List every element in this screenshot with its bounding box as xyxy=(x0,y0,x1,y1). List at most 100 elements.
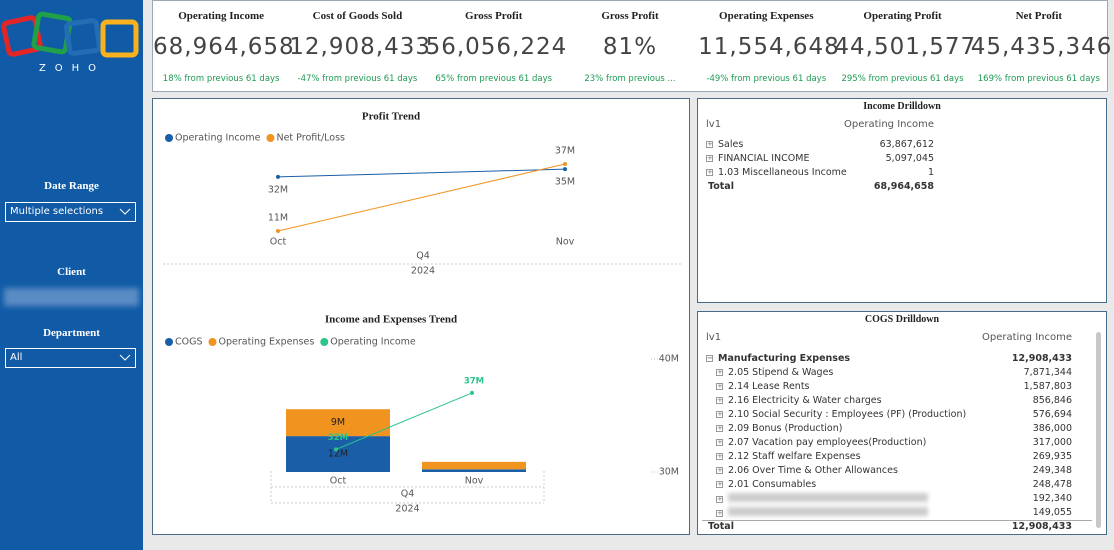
x-tick-label: Nov xyxy=(556,237,575,248)
expand-icon[interactable]: + xyxy=(706,168,713,176)
row-value: 1 xyxy=(927,167,934,178)
label: 2.16 Electricity & Water charges xyxy=(728,395,882,406)
row-value: 248,478 xyxy=(1032,479,1072,490)
label: Manufacturing Expenses xyxy=(718,353,851,364)
expand-icon[interactable]: + xyxy=(716,480,723,488)
kpi-change: 295% from previous 61 days xyxy=(841,74,964,84)
line xyxy=(277,163,566,232)
expand-icon[interactable]: + xyxy=(716,495,723,503)
row-label: + FINANCIAL INCOME xyxy=(706,153,809,164)
divider xyxy=(702,520,1092,521)
row-value: 7,871,344 xyxy=(1023,367,1072,378)
kpi-card: Operating Profit 44,501,577 295% from prev… xyxy=(834,1,975,91)
label: 2.07 Vacation pay employees(Production) xyxy=(728,437,927,448)
row-label: + Sales xyxy=(706,139,743,150)
blurred-label xyxy=(728,493,928,502)
row-label: +2.09 Bonus (Production) xyxy=(716,423,842,434)
kpi-value: 81% xyxy=(602,34,658,60)
kpi-value: 12,908,433 xyxy=(289,34,431,60)
row-label: +2.01 Consumables xyxy=(716,479,816,490)
expand-icon[interactable]: + xyxy=(716,368,723,376)
kpi-value: 56,056,224 xyxy=(425,34,568,60)
table-title: COGS Drilldown xyxy=(864,314,940,325)
label: 2.14 Lease Rents xyxy=(728,381,810,392)
legend-label: Net Profit/Loss xyxy=(276,133,345,144)
kpi-title: Net Profit xyxy=(1015,10,1063,22)
kpi-title: Operating Income xyxy=(178,10,265,22)
income-table: Income Drilldown lv1 Operating Income + Sale… xyxy=(697,98,1107,303)
row-label: + xyxy=(716,507,928,519)
chart-panel: Profit Trend Operating Income Net Profit/L… xyxy=(152,98,690,535)
kpi-change: 23% from previous ... xyxy=(584,74,676,84)
row-label: +1.03 Miscellaneous Income xyxy=(706,167,847,178)
expand-icon[interactable]: + xyxy=(706,154,713,162)
dropdown[interactable]: All xyxy=(5,348,136,368)
legend-marker xyxy=(320,338,329,346)
x-tick-label: Oct xyxy=(270,237,287,248)
bar xyxy=(422,461,526,470)
legend-marker xyxy=(266,134,275,142)
expand-icon[interactable]: + xyxy=(716,509,723,517)
row-value: 856,846 xyxy=(1032,395,1072,406)
data-label: 37M xyxy=(464,376,484,386)
row-label: − Manufacturing Expenses xyxy=(706,353,850,364)
line xyxy=(277,168,566,178)
legend-marker xyxy=(165,134,173,142)
kpi-title: Cost of Goods Sold xyxy=(312,10,403,22)
kpi-change: 65% from previous 61 days xyxy=(435,74,553,84)
legend-label: Operating Income xyxy=(330,337,416,348)
kpi-title: Gross Profit xyxy=(601,10,659,22)
legend-label: Operating Expenses xyxy=(219,337,315,348)
row-value: 63,867,612 xyxy=(879,139,934,150)
kpi-card: Operating Expenses 11,554,648 -49% from pr… xyxy=(698,1,839,91)
row-value: 192,340 xyxy=(1032,493,1072,504)
x-group-label: 2024 xyxy=(395,504,419,515)
row-label: +2.14 Lease Rents xyxy=(716,381,810,392)
kpi-strip: Operating Income 68,964,658 18% from previ… xyxy=(152,0,1111,92)
label: 2.12 Staff welfare Expenses xyxy=(728,451,861,462)
x-tick-label: Nov xyxy=(465,476,484,487)
row-value: 576,694 xyxy=(1032,409,1072,420)
x-tick-label: Oct xyxy=(330,476,347,487)
row-label: +2.07 Vacation pay employees(Production) xyxy=(716,437,926,448)
bar xyxy=(286,409,390,437)
data-label: 35M xyxy=(555,177,575,188)
point xyxy=(470,390,474,395)
sidebar: ZOHO Date Range Multiple selections Clie… xyxy=(0,0,143,550)
kpi-value: 68,964,658 xyxy=(153,34,295,60)
data-label: 9M xyxy=(331,417,345,428)
label: 2.05 Stipend & Wages xyxy=(728,367,834,378)
dropdown[interactable]: Multiple selections xyxy=(5,202,136,222)
column-header: lv1 xyxy=(706,119,722,130)
data-label: 32M xyxy=(268,184,288,195)
row-value: 386,000 xyxy=(1032,423,1072,434)
kpi-change: 18% from previous 61 days xyxy=(162,74,280,84)
label: FINANCIAL INCOME xyxy=(718,153,810,164)
legend-marker xyxy=(165,338,173,346)
kpi-card: Gross Profit 81% 23% from previous ... xyxy=(562,1,698,91)
kpi-title: Operating Expenses xyxy=(719,10,814,22)
label: 2.09 Bonus (Production) xyxy=(728,423,843,434)
x-group-label: 2024 xyxy=(411,266,435,277)
cogs-table: COGS Drilldown lv1 Operating Income − Manufa… xyxy=(697,311,1107,535)
expand-icon[interactable]: + xyxy=(716,410,723,418)
kpi-change: -49% from previous 61 days xyxy=(706,74,827,84)
y2-tick-label: 30M xyxy=(659,467,679,478)
data-label: 12M xyxy=(328,449,348,460)
row-label: +2.10 Social Security : Employees (PF) (… xyxy=(716,409,966,420)
expand-icon[interactable]: − xyxy=(706,354,713,362)
expand-icon[interactable]: + xyxy=(716,438,723,446)
row-value: 1,587,803 xyxy=(1023,381,1072,392)
label: 1.03 Miscellaneous Income xyxy=(718,167,847,178)
x-group-label: Q4 xyxy=(401,489,415,500)
logo-text: ZOHO xyxy=(39,63,105,74)
filter-label: Department xyxy=(43,327,100,339)
expand-icon[interactable]: + xyxy=(716,452,723,460)
row-value: 12,908,433 xyxy=(1011,521,1072,532)
expand-icon[interactable]: + xyxy=(706,140,713,148)
expand-icon[interactable]: + xyxy=(716,466,723,474)
expand-icon[interactable]: + xyxy=(716,424,723,432)
expand-icon[interactable]: + xyxy=(716,396,723,404)
kpi-change: 169% from previous 61 days xyxy=(977,74,1100,84)
expand-icon[interactable]: + xyxy=(716,382,723,390)
